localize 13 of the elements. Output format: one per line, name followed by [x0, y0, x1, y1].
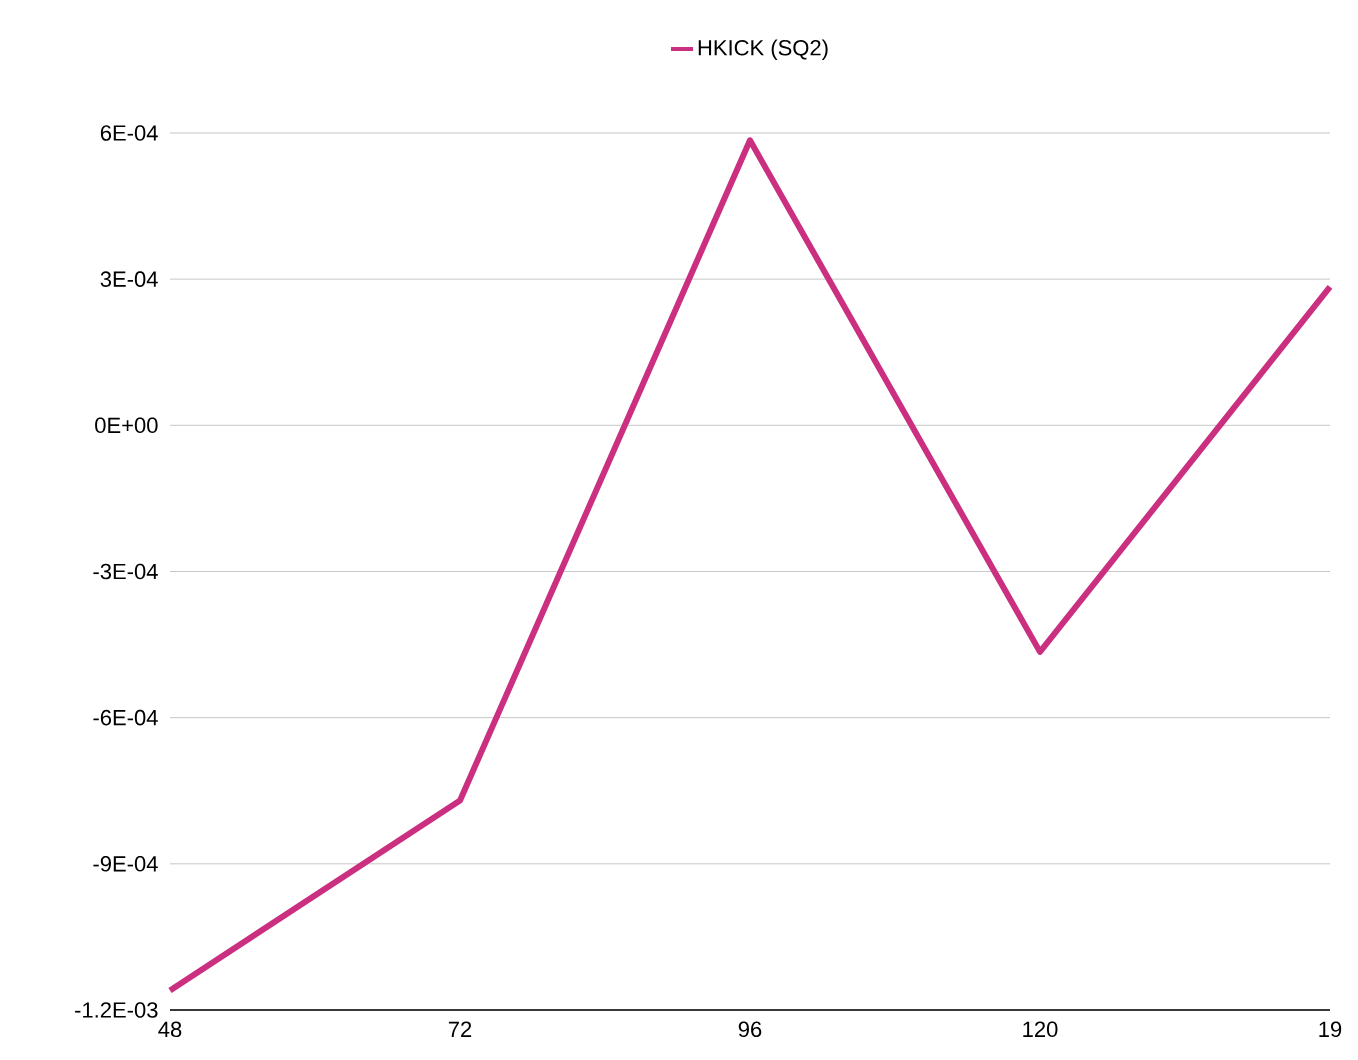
y-tick-label: -1.2E-03 — [75, 1002, 158, 1018]
x-tick-label: 72 — [448, 1021, 472, 1037]
y-tick-label: -6E-04 — [93, 709, 158, 726]
x-tick-label: 96 — [738, 1021, 762, 1038]
y-tick-label: 0E+00 — [95, 417, 158, 434]
y-tick-label: 6E-04 — [100, 125, 158, 141]
x-tick-label: 19 — [1319, 1021, 1342, 1038]
y-tick-label: -3E-04 — [93, 563, 158, 580]
y-tick-label: 3E-04 — [100, 271, 158, 287]
legend-label: HKICK (SQ2) — [698, 39, 828, 60]
x-tick-label: 120 — [1023, 1021, 1058, 1038]
x-tick-label: 48 — [158, 1021, 182, 1038]
y-tick-label: -9E-04 — [93, 856, 158, 872]
